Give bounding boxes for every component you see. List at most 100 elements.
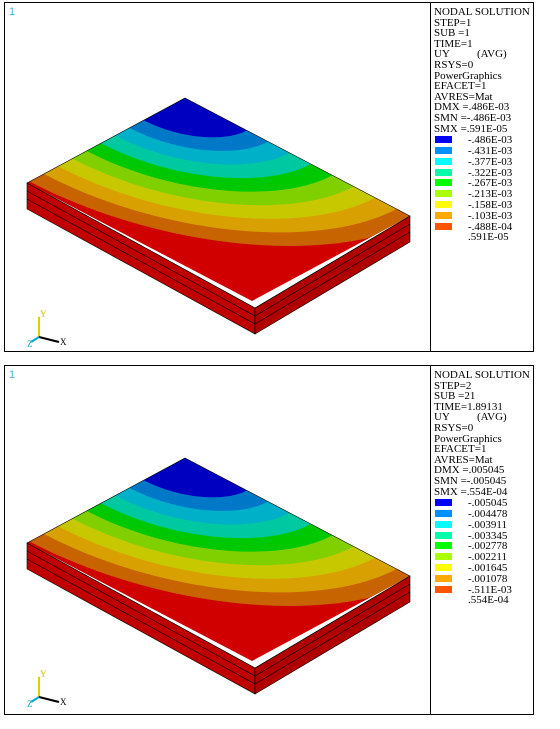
legend-level-row: -.511E-03: [434, 583, 534, 596]
window-number: 1: [9, 369, 16, 381]
contour-legend: NODAL SOLUTION STEP=1 SUB =1 TIME=1 UY (…: [434, 7, 534, 243]
legend-level-value: -.103E-03: [468, 209, 513, 222]
plate-layer-line: [26, 198, 411, 325]
legend-sub: SUB =21: [434, 390, 476, 403]
legend-level-row: -.001645: [434, 563, 534, 574]
legend-smx: SMX =.554E-04: [434, 485, 508, 498]
plate-outline: [26, 457, 411, 669]
legend-level-value: -.003911: [468, 518, 508, 531]
legend-level-row: -.003911: [434, 518, 534, 531]
legend-color-swatch: [435, 509, 452, 517]
legend-avres: AVRES=Mat: [434, 90, 493, 103]
legend-color-swatch: [435, 574, 452, 582]
legend-level-value: -.486E-03: [468, 134, 513, 147]
legend-level-value: -.511E-03: [468, 583, 512, 596]
contour-plot: [26, 97, 411, 335]
triad-x-label: X: [60, 697, 67, 707]
legend-color-swatch: [435, 222, 452, 230]
legend-level-row: -.486E-03: [434, 135, 534, 146]
legend-level-row: -.002211: [434, 552, 534, 563]
plate-layer-line: [26, 550, 411, 677]
contour-plot: [26, 457, 411, 695]
legend-level-value: -.322E-03: [468, 166, 513, 179]
legend-color-swatch: [435, 146, 452, 154]
legend-color-swatch: [435, 136, 452, 144]
legend-level-value: -.267E-03: [468, 177, 513, 190]
legend-smn: SMN =-.005045: [434, 474, 507, 487]
legend-result: UY (AVG): [434, 411, 507, 424]
window-number: 1: [9, 6, 16, 18]
legend-level-row: -.377E-03: [434, 155, 534, 168]
legend-level-value: -.003345: [468, 529, 508, 542]
legend-rsys: RSYS=0: [434, 58, 474, 71]
contour-band: [143, 98, 247, 138]
legend-level-row: .591E-05: [434, 232, 534, 243]
legend-title: NODAL SOLUTION: [434, 6, 530, 18]
legend-level-row: -.158E-03: [434, 200, 534, 211]
triad-y-label: Y: [40, 309, 47, 319]
legend-color-swatch: [435, 520, 452, 528]
legend-level-row: -.267E-03: [434, 178, 534, 189]
legend-color-swatch: [435, 157, 452, 165]
contour-window-2: 1 Y X Z NODAL SOLUTION STEP=2 SUB =21 TI…: [4, 365, 534, 715]
legend-level-row: -.322E-03: [434, 166, 534, 179]
legend-color-swatch: [435, 200, 452, 208]
legend-color-swatch: [435, 211, 452, 219]
legend-dmx: DMX =.486E-03: [434, 101, 510, 114]
legend-color-scale: -.005045 -.004478 -.003911 -.003345 -.002778…: [434, 498, 534, 606]
legend-smx: SMX =.591E-05: [434, 122, 508, 135]
legend-level-row: -.003345: [434, 529, 534, 542]
legend-level-row: .554E-04: [434, 595, 534, 606]
plate-layer-line: [26, 190, 411, 317]
legend-efacet: EFACET=1: [434, 80, 487, 93]
legend-level-row: -.004478: [434, 509, 534, 520]
legend-time: TIME=1: [434, 37, 473, 50]
legend-level-row: -.005045: [434, 498, 534, 509]
legend-color-swatch: [435, 179, 452, 187]
legend-color-swatch: [435, 499, 452, 507]
legend-color-swatch: [435, 542, 452, 550]
triad-z-label: Z: [27, 339, 33, 349]
legend-color-swatch: [435, 563, 452, 571]
legend-level-row: -.002778: [434, 541, 534, 552]
legend-color-swatch: [435, 168, 452, 176]
legend-color-scale: -.486E-03 -.431E-03 -.377E-03 -.322E-03 -.26…: [434, 135, 534, 243]
plate-layer-line: [26, 558, 411, 685]
legend-step: STEP=2: [434, 379, 472, 392]
contour-band: [143, 458, 247, 498]
legend-level-value: -.002778: [468, 540, 508, 553]
plate-outline: [26, 97, 411, 309]
legend-color-swatch: [435, 190, 452, 198]
coordinate-triad-icon: Y X Z: [27, 309, 67, 349]
graphics-viewport[interactable]: 1 Y X Z: [5, 366, 431, 714]
legend-level-value: .554E-04: [468, 594, 509, 607]
legend-level-value: -.431E-03: [468, 144, 513, 157]
contour-window-1: 1 Y X Z NODAL SOLUTION STEP=1 SUB =1 TIM…: [4, 2, 534, 352]
legend-level-row: -.001078: [434, 572, 534, 585]
legend-level-value: -.002211: [468, 551, 508, 564]
legend-level-value: -.004478: [468, 507, 508, 520]
triad-z-label: Z: [27, 699, 33, 709]
graphics-viewport[interactable]: 1 Y X Z: [5, 3, 431, 351]
legend-level-value: -.488E-04: [468, 220, 513, 233]
legend-level-value: -.001078: [468, 572, 508, 585]
legend-graphics: PowerGraphics: [434, 432, 502, 445]
legend-time: TIME=1.89131: [434, 400, 503, 413]
legend-level-row: -.488E-04: [434, 220, 534, 233]
legend-color-swatch: [435, 553, 452, 561]
legend-step: STEP=1: [434, 16, 472, 29]
legend-dmx: DMX =.005045: [434, 464, 505, 477]
legend-level-value: -.005045: [468, 497, 508, 510]
legend-title: NODAL SOLUTION: [434, 369, 530, 381]
legend-avres: AVRES=Mat: [434, 453, 493, 466]
coordinate-triad-icon: Y X Z: [27, 669, 67, 709]
legend-color-swatch: [435, 531, 452, 539]
legend-level-row: -.213E-03: [434, 189, 534, 200]
legend-level-row: -.103E-03: [434, 209, 534, 222]
legend-level-row: -.431E-03: [434, 146, 534, 157]
legend-level-value: -.377E-03: [468, 155, 513, 168]
legend-level-value: .591E-05: [468, 231, 509, 244]
legend-level-value: -.001645: [468, 561, 508, 574]
legend-smn: SMN =-.486E-03: [434, 111, 512, 124]
legend-efacet: EFACET=1: [434, 443, 487, 456]
